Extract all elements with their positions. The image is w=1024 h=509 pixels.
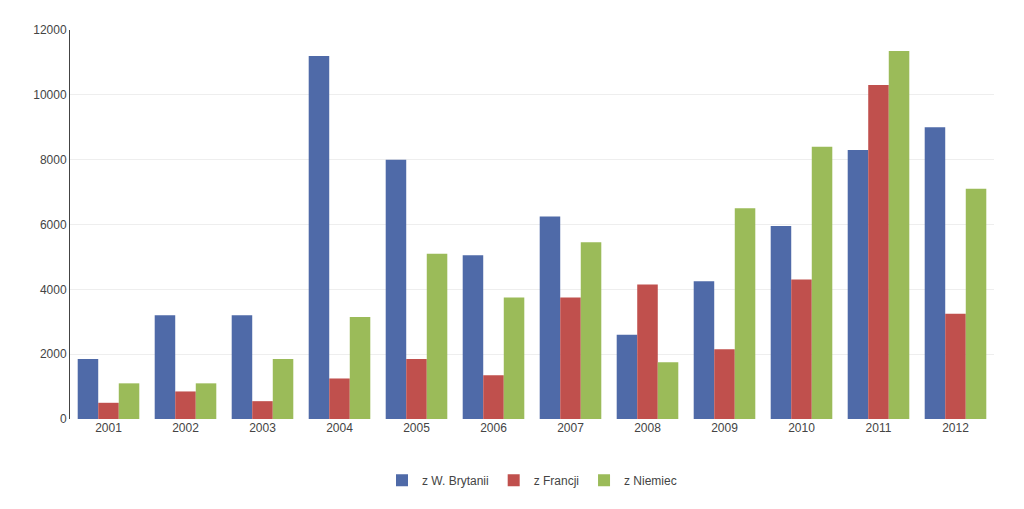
svg-text:4000: 4000 xyxy=(40,283,67,297)
svg-text:10000: 10000 xyxy=(33,88,67,102)
svg-text:z Niemiec: z Niemiec xyxy=(624,474,677,488)
svg-text:z W. Brytanii: z W. Brytanii xyxy=(422,474,489,488)
svg-text:2008: 2008 xyxy=(634,421,661,435)
svg-text:2012: 2012 xyxy=(942,421,969,435)
svg-text:2001: 2001 xyxy=(95,421,122,435)
svg-text:8000: 8000 xyxy=(40,153,67,167)
svg-text:2005: 2005 xyxy=(403,421,430,435)
svg-text:2004: 2004 xyxy=(326,421,353,435)
svg-text:2003: 2003 xyxy=(249,421,276,435)
svg-text:12000: 12000 xyxy=(33,23,67,37)
svg-text:6000: 6000 xyxy=(40,218,67,232)
svg-text:2006: 2006 xyxy=(480,421,507,435)
svg-text:2009: 2009 xyxy=(711,421,738,435)
svg-text:2010: 2010 xyxy=(788,421,815,435)
svg-text:2002: 2002 xyxy=(172,421,199,435)
svg-text:2000: 2000 xyxy=(40,347,67,361)
svg-text:2007: 2007 xyxy=(557,421,584,435)
svg-text:z Francji: z Francji xyxy=(534,474,579,488)
svg-text:2011: 2011 xyxy=(866,421,892,435)
svg-text:0: 0 xyxy=(60,412,67,426)
